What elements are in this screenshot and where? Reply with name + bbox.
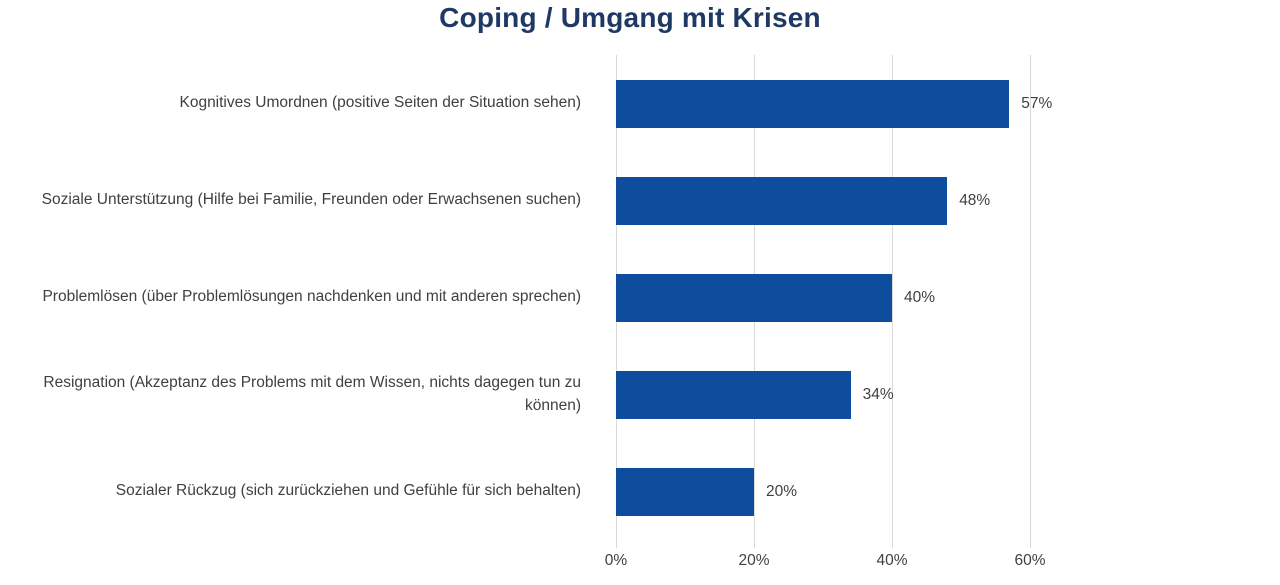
bar xyxy=(616,273,892,322)
bar-area: 48% xyxy=(600,152,1280,249)
bar-area: 34% xyxy=(600,346,1280,443)
category-label: Resignation (Akzeptanz des Problems mit … xyxy=(43,374,581,414)
bar xyxy=(616,370,851,419)
bar xyxy=(616,176,948,225)
x-tick-label: 40% xyxy=(876,552,908,569)
bar-row: Kognitives Umordnen (positive Seiten der… xyxy=(0,55,1280,152)
bar xyxy=(616,467,754,516)
value-label: 40% xyxy=(904,288,936,306)
bar-rows-container: Kognitives Umordnen (positive Seiten der… xyxy=(0,55,1280,540)
value-label: 20% xyxy=(766,482,798,500)
bar-area: 57% xyxy=(600,55,1280,152)
value-label: 57% xyxy=(1021,94,1053,112)
value-label: 34% xyxy=(862,385,894,403)
category-label: Kognitives Umordnen (positive Seiten der… xyxy=(179,94,581,112)
bar-row: Soziale Unterstützung (Hilfe bei Familie… xyxy=(0,152,1280,249)
x-axis: 0% 20% 40% 60% xyxy=(605,552,1078,576)
category-label: Problemlösen (über Problemlösungen nachd… xyxy=(42,288,581,306)
bar-row: Resignation (Akzeptanz des Problems mit … xyxy=(0,346,1280,443)
bar-row: Problemlösen (über Problemlösungen nachd… xyxy=(0,249,1280,346)
bar-area: 20% xyxy=(600,443,1280,540)
x-tick-label: 20% xyxy=(738,552,770,569)
bar xyxy=(616,79,1010,128)
value-label: 48% xyxy=(959,191,991,209)
bar-row: Sozialer Rückzug (sich zurückziehen und … xyxy=(0,443,1280,540)
chart-title: Coping / Umgang mit Krisen xyxy=(439,2,821,33)
category-label: Soziale Unterstützung (Hilfe bei Familie… xyxy=(41,191,581,209)
bar-area: 40% xyxy=(600,249,1280,346)
x-tick-label: 0% xyxy=(604,552,628,569)
category-label: Sozialer Rückzug (sich zurückziehen und … xyxy=(115,482,581,500)
x-tick-label: 60% xyxy=(1014,552,1046,569)
